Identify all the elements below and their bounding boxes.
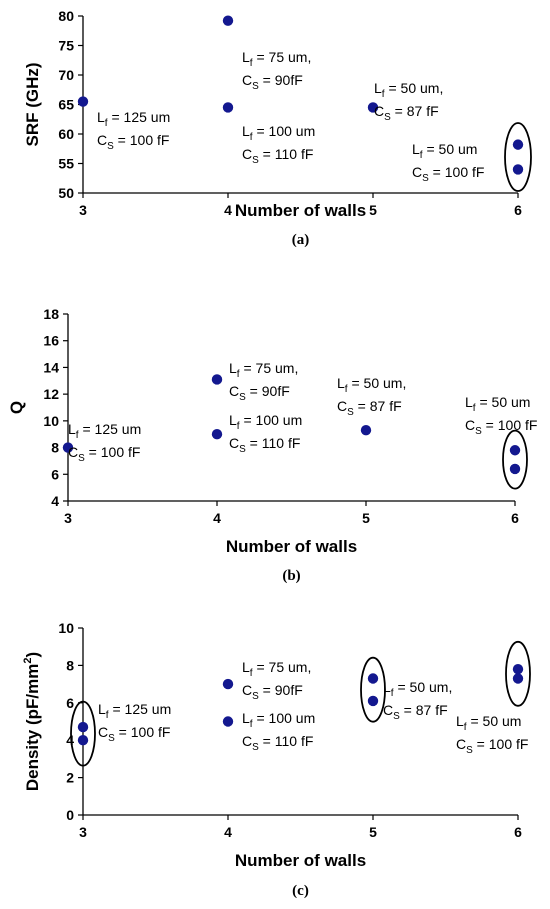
x-axis-title: Number of walls <box>235 851 366 870</box>
point-annotation: Lf = 50 um CS = 100 fF <box>456 713 528 756</box>
chart-panel-c: 0 2 4 6 8 10 3 4 5 6 Number of walls Density (pF/mm… <box>0 610 550 909</box>
x-tick-label: 4 <box>213 510 221 526</box>
y-axis-title: Q <box>7 401 26 414</box>
y-tick-label: 12 <box>43 386 59 402</box>
data-point <box>512 673 524 684</box>
density-scatter-chart: 0 2 4 6 8 10 3 4 5 6 Number of walls Density (pF/mm… <box>22 620 531 899</box>
data-point <box>367 695 379 707</box>
data-point <box>222 102 234 113</box>
x-tick-label: 6 <box>514 202 522 218</box>
y-tick-label: 8 <box>51 440 59 456</box>
data-point <box>367 102 379 113</box>
y-tick-label: 10 <box>43 413 59 429</box>
point-annotation: Lf = 125 um CS = 100 fF <box>98 701 171 744</box>
y-tick-label: 0 <box>66 807 74 823</box>
y-tick-label: 8 <box>66 657 74 673</box>
y-tick-label: 4 <box>66 732 74 748</box>
data-point <box>211 429 223 440</box>
point-annotation: Lf = 50 um CS = 100 fF <box>465 394 537 437</box>
x-tick-label: 3 <box>79 202 87 218</box>
data-point <box>360 425 372 436</box>
x-tick-label: 6 <box>514 824 522 840</box>
data-point <box>512 663 524 675</box>
x-tick-label: 5 <box>362 510 370 526</box>
group-ellipse <box>70 700 96 767</box>
y-axis-title: SRF (GHz) <box>23 62 42 146</box>
point-annotation: Lf = 100 um CS = 110 fF <box>242 123 315 166</box>
chart-panel-a: 50 55 60 65 70 75 80 3 4 5 6 Number of walls SRF (GH… <box>0 0 550 280</box>
point-annotation: Lf = 50 um, CS = 87 fF <box>374 80 443 123</box>
y-tick-label: 75 <box>58 38 74 54</box>
y-tick-label: 60 <box>58 126 74 142</box>
data-point <box>62 442 74 453</box>
x-tick-label: 3 <box>64 510 72 526</box>
y-tick-label: 16 <box>43 333 59 349</box>
panel-caption: (b) <box>282 568 300 584</box>
group-ellipse <box>502 429 528 490</box>
point-annotation: Lf = 75 um, CS = 90fF <box>242 49 311 92</box>
y-axis-title: Density (pF/mm2) <box>22 652 42 791</box>
y-tick-label: 10 <box>58 620 74 636</box>
data-point <box>222 15 234 26</box>
y-tick-label: 14 <box>43 359 59 375</box>
y-tick-label: 70 <box>58 67 74 83</box>
data-point <box>512 139 524 150</box>
y-tick-label: 80 <box>58 8 74 24</box>
group-ellipse <box>504 122 532 192</box>
x-tick-label: 4 <box>224 824 232 840</box>
panel-caption: (c) <box>292 883 309 899</box>
panel-caption: (a) <box>292 232 310 248</box>
group-ellipse <box>505 640 531 707</box>
x-tick-label: 5 <box>369 824 377 840</box>
data-point <box>367 673 379 684</box>
x-axis-title: Number of walls <box>235 201 366 220</box>
data-point <box>509 445 521 456</box>
data-point <box>77 96 89 107</box>
y-tick-label: 18 <box>43 306 59 322</box>
x-axis-title: Number of walls <box>226 537 357 556</box>
y-tick-label: 6 <box>51 466 59 482</box>
point-annotation: Lf = 125 um CS = 100 fF <box>68 421 141 464</box>
srf-scatter-chart: 50 55 60 65 70 75 80 3 4 5 6 Number of walls SRF (GH… <box>23 8 532 248</box>
point-annotation: Lf = 75 um, CS = 90fF <box>242 659 311 702</box>
point-annotation: Lf = 75 um, CS = 90fF <box>229 360 298 403</box>
point-annotation: Lf = 50 um CS = 100 fF <box>412 141 484 184</box>
y-tick-label: 6 <box>66 695 74 711</box>
point-annotation: Lf = 50 um, CS = 87 fF <box>337 375 406 418</box>
y-tick-label: 2 <box>66 770 74 786</box>
y-tick-label: 50 <box>58 185 74 201</box>
data-point <box>222 716 234 727</box>
x-tick-label: 6 <box>511 510 519 526</box>
data-point <box>222 678 234 690</box>
x-tick-label: 5 <box>369 202 377 218</box>
point-annotation: Lf = 50 um, CS = 87 fF <box>383 679 452 722</box>
y-tick-label: 4 <box>51 493 59 509</box>
point-annotation: Lf = 100 um CS = 110 fF <box>229 412 302 455</box>
data-point <box>512 164 524 175</box>
chart-panel-b: 4 6 8 10 12 14 16 18 3 4 5 6 Number of walls Q Lf = 12… <box>0 290 550 590</box>
group-ellipse <box>360 656 386 723</box>
y-tick-label: 55 <box>58 156 74 172</box>
y-tick-label: 65 <box>58 97 74 113</box>
x-tick-label: 4 <box>224 202 232 218</box>
point-annotation: Lf = 125 um CS = 100 fF <box>97 109 170 152</box>
data-point <box>211 374 223 385</box>
data-point <box>77 735 89 746</box>
data-point <box>77 721 89 733</box>
data-point <box>509 463 521 475</box>
point-annotation: Lf = 100 um CS = 110 fF <box>242 710 315 753</box>
x-tick-label: 3 <box>79 824 87 840</box>
